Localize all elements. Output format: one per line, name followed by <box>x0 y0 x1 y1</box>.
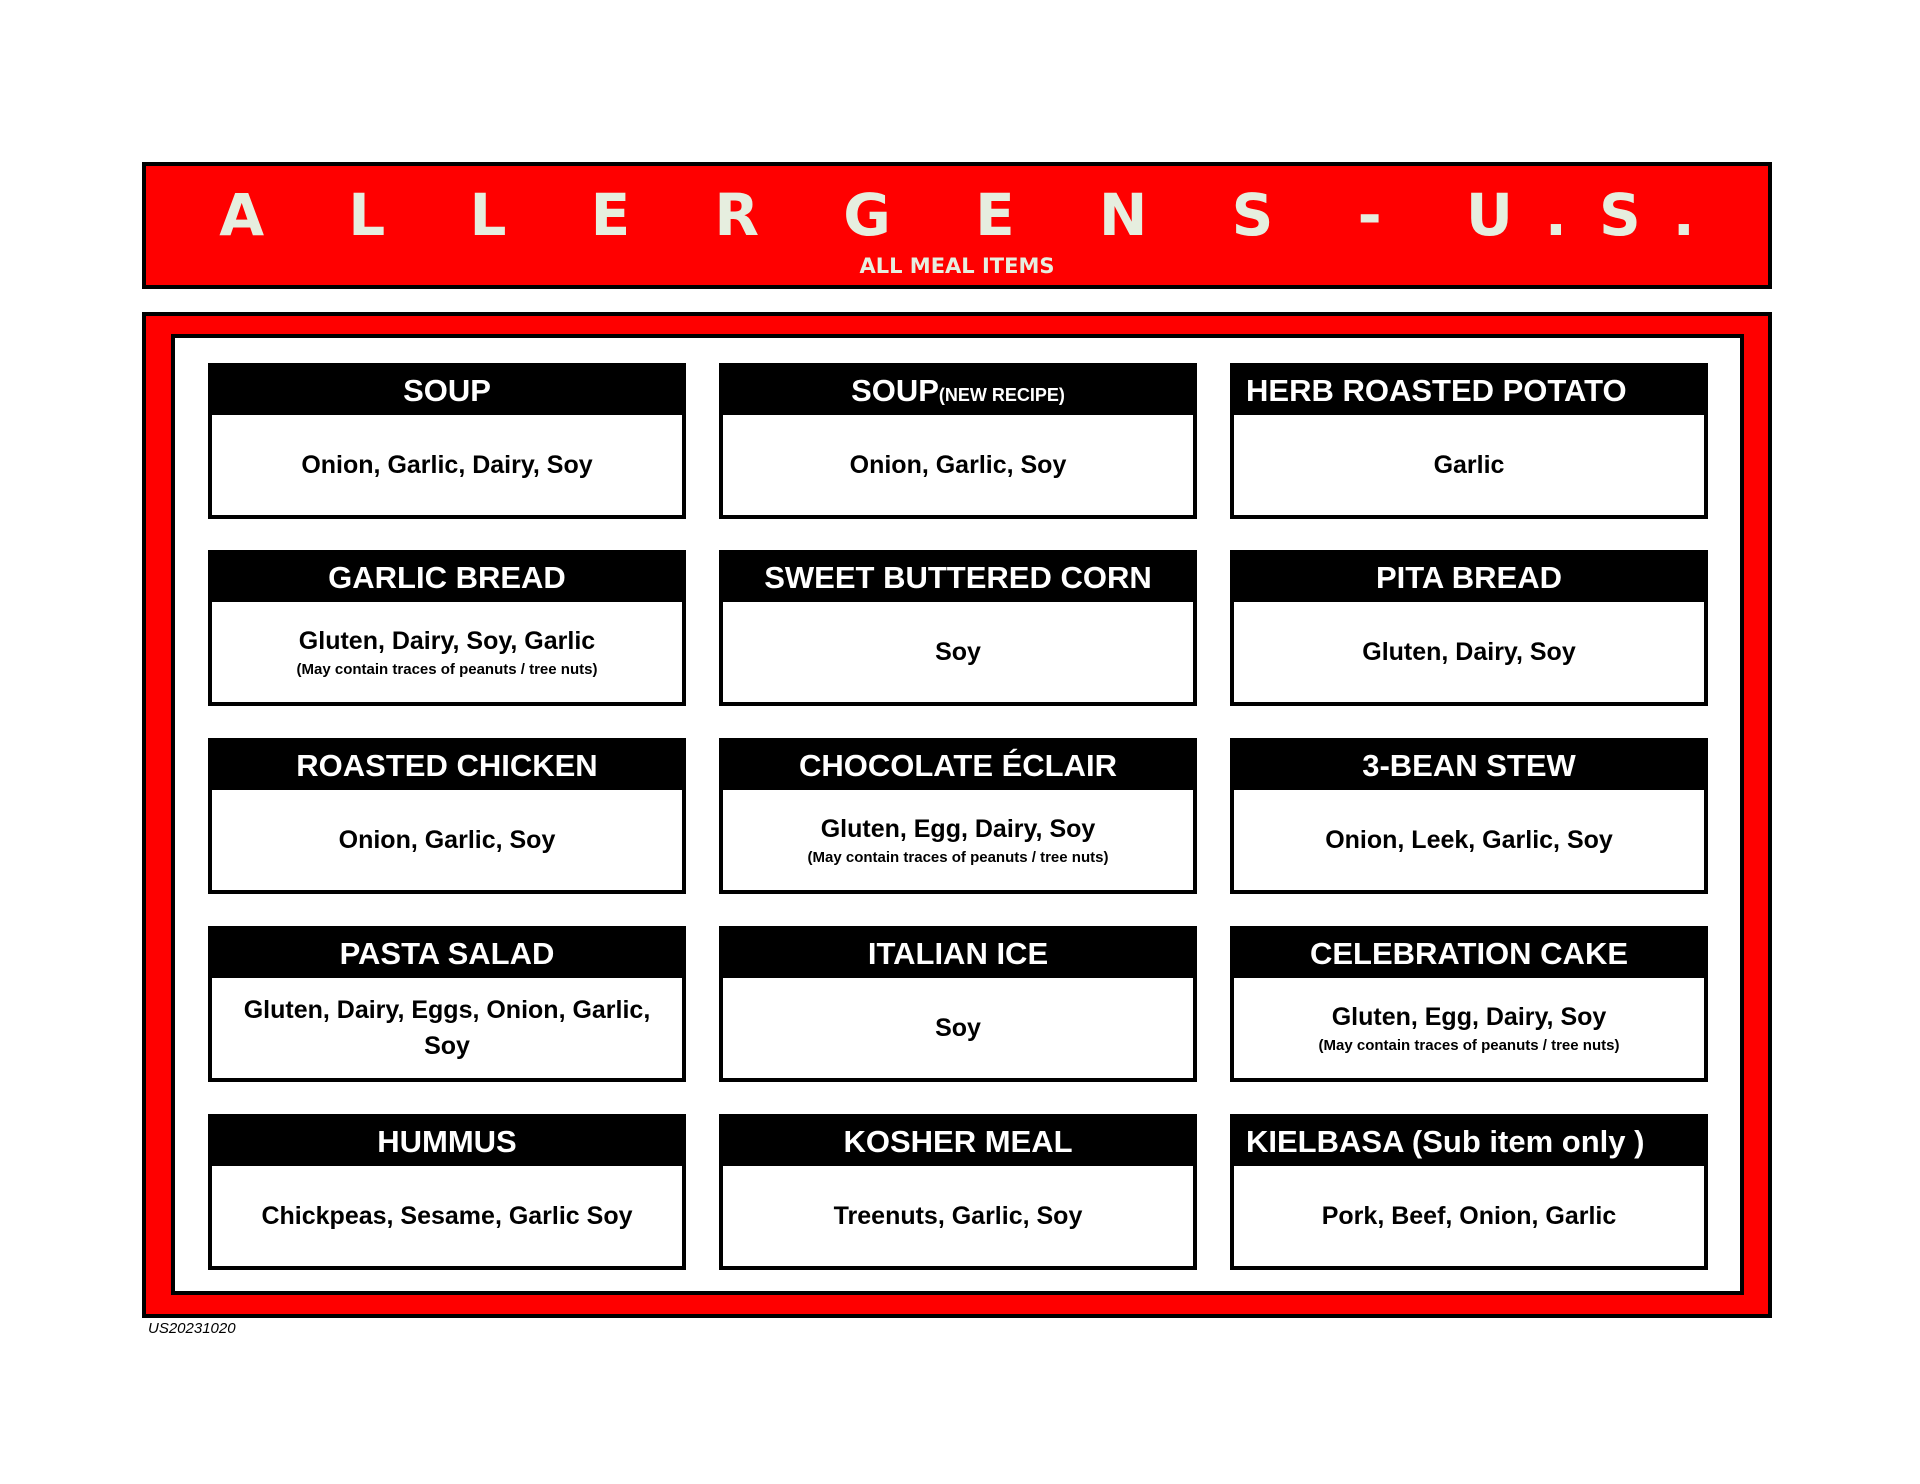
item-body: Gluten, Egg, Dairy, Soy (May contain trac… <box>1234 978 1704 1078</box>
item-allergens: Gluten, Egg, Dairy, Soy <box>1331 1003 1607 1031</box>
item-name-text: CELEBRATION CAKE <box>1309 936 1629 971</box>
item-allergens: Onion, Leek, Garlic, Soy <box>1325 826 1613 854</box>
item-allergens: Soy <box>935 638 981 666</box>
item-name: GARLIC BREAD <box>212 554 682 602</box>
item-body: Onion, Leek, Garlic, Soy <box>1234 790 1704 890</box>
item-body: Soy <box>723 978 1193 1078</box>
item-note: (May contain traces of peanuts / tree nu… <box>296 661 598 678</box>
item-note: (May contain traces of peanuts / tree nu… <box>1318 1037 1620 1054</box>
page-title: A L L E R G E N S - U.S. <box>219 181 1727 249</box>
item-name-text: KOSHER MEAL <box>843 1124 1073 1159</box>
item-name-text: HUMMUS <box>377 1124 517 1159</box>
item-name: SOUP(NEW RECIPE) <box>723 367 1193 415</box>
item-allergens: Gluten, Egg, Dairy, Soy <box>820 815 1096 843</box>
item-name: PITA BREAD <box>1234 554 1704 602</box>
item-body: Treenuts, Garlic, Soy <box>723 1166 1193 1266</box>
item-name-text: KIELBASA (Sub item only ) <box>1246 1124 1645 1159</box>
item-name: KOSHER MEAL <box>723 1118 1193 1166</box>
item-body: Onion, Garlic, Soy <box>723 415 1193 515</box>
item-body: Soy <box>723 602 1193 702</box>
item-body: Pork, Beef, Onion, Garlic <box>1234 1166 1704 1266</box>
document-code: US20231020 <box>148 1320 236 1337</box>
item-name-text: PITA BREAD <box>1376 560 1562 595</box>
item-name: SWEET BUTTERED CORN <box>723 554 1193 602</box>
item-name-text: GARLIC BREAD <box>328 560 566 595</box>
allergen-card: KOSHER MEAL Treenuts, Garlic, Soy <box>719 1114 1197 1270</box>
item-name-text: SWEET BUTTERED CORN <box>764 560 1152 595</box>
item-allergens: Onion, Garlic, Soy <box>338 826 556 854</box>
item-allergens: Pork, Beef, Onion, Garlic <box>1321 1202 1617 1230</box>
allergen-card: SOUP Onion, Garlic, Dairy, Soy <box>208 363 686 519</box>
allergen-card: ROASTED CHICKEN Onion, Garlic, Soy <box>208 738 686 894</box>
item-allergens: Gluten, Dairy, Soy, Garlic <box>298 627 596 655</box>
item-allergens: Soy <box>935 1014 981 1042</box>
item-allergens: Onion, Garlic, Dairy, Soy <box>301 451 593 479</box>
item-body: Gluten, Dairy, Soy, Garlic (May contain t… <box>212 602 682 702</box>
item-name-text: HERB ROASTED POTATO <box>1246 373 1627 408</box>
item-name: ROASTED CHICKEN <box>212 742 682 790</box>
allergen-card: CELEBRATION CAKE Gluten, Egg, Dairy, Soy (… <box>1230 926 1708 1082</box>
item-note: (May contain traces of peanuts / tree nu… <box>807 849 1109 866</box>
allergen-card: GARLIC BREAD Gluten, Dairy, Soy, Garlic (M… <box>208 550 686 706</box>
item-body: Gluten, Dairy, Soy <box>1234 602 1704 702</box>
item-name: 3-BEAN STEW <box>1234 742 1704 790</box>
item-allergens: Chickpeas, Sesame, Garlic Soy <box>261 1202 633 1230</box>
item-allergens: Gluten, Dairy, Eggs, Onion, Garlic, Soy <box>243 996 651 1060</box>
allergen-card: KIELBASA (Sub item only ) Pork, Beef, Oni… <box>1230 1114 1708 1270</box>
item-name-text: SOUP <box>851 373 939 408</box>
allergen-card: PASTA SALAD Gluten, Dairy, Eggs, Onion, G… <box>208 926 686 1082</box>
allergen-card: 3-BEAN STEW Onion, Leek, Garlic, Soy <box>1230 738 1708 894</box>
item-name: CELEBRATION CAKE <box>1234 930 1704 978</box>
item-allergens: Garlic <box>1433 451 1505 479</box>
allergen-card: SOUP(NEW RECIPE) Onion, Garlic, Soy <box>719 363 1197 519</box>
allergen-grid: SOUP Onion, Garlic, Dairy, Soy SOUP(NEW RE… <box>171 334 1744 1295</box>
page-subtitle: ALL MEAL ITEMS <box>859 254 1055 278</box>
allergen-card: SWEET BUTTERED CORN Soy <box>719 550 1197 706</box>
item-body: Gluten, Egg, Dairy, Soy (May contain trac… <box>723 790 1193 890</box>
item-body: Gluten, Dairy, Eggs, Onion, Garlic, Soy <box>212 978 682 1078</box>
item-name-suffix: (NEW RECIPE) <box>938 385 1065 405</box>
allergen-card: HUMMUS Chickpeas, Sesame, Garlic Soy <box>208 1114 686 1270</box>
item-allergens: Gluten, Dairy, Soy <box>1362 638 1576 666</box>
item-body: Onion, Garlic, Soy <box>212 790 682 890</box>
item-name: KIELBASA (Sub item only ) <box>1234 1118 1704 1166</box>
item-allergens: Treenuts, Garlic, Soy <box>833 1202 1083 1230</box>
item-body: Onion, Garlic, Dairy, Soy <box>212 415 682 515</box>
item-body: Chickpeas, Sesame, Garlic Soy <box>212 1166 682 1266</box>
allergen-frame: SOUP Onion, Garlic, Dairy, Soy SOUP(NEW RE… <box>142 312 1772 1318</box>
item-name: ITALIAN ICE <box>723 930 1193 978</box>
item-name: PASTA SALAD <box>212 930 682 978</box>
header-banner: A L L E R G E N S - U.S. ALL MEAL ITEMS <box>142 162 1772 289</box>
item-name: SOUP <box>212 367 682 415</box>
allergen-card: HERB ROASTED POTATO Garlic <box>1230 363 1708 519</box>
item-name-text: SOUP <box>403 373 491 408</box>
item-name: HUMMUS <box>212 1118 682 1166</box>
item-name: HERB ROASTED POTATO <box>1234 367 1704 415</box>
allergen-card: ITALIAN ICE Soy <box>719 926 1197 1082</box>
item-name-text: 3-BEAN STEW <box>1362 748 1576 783</box>
item-name-text: PASTA SALAD <box>339 936 555 971</box>
item-name: CHOCOLATE ÉCLAIR <box>723 742 1193 790</box>
allergen-card: PITA BREAD Gluten, Dairy, Soy <box>1230 550 1708 706</box>
item-body: Garlic <box>1234 415 1704 515</box>
item-name-text: CHOCOLATE ÉCLAIR <box>798 748 1118 783</box>
allergen-card: CHOCOLATE ÉCLAIR Gluten, Egg, Dairy, Soy (… <box>719 738 1197 894</box>
item-name-text: ITALIAN ICE <box>867 936 1049 971</box>
item-allergens: Onion, Garlic, Soy <box>849 451 1067 479</box>
item-name-text: ROASTED CHICKEN <box>296 748 598 783</box>
